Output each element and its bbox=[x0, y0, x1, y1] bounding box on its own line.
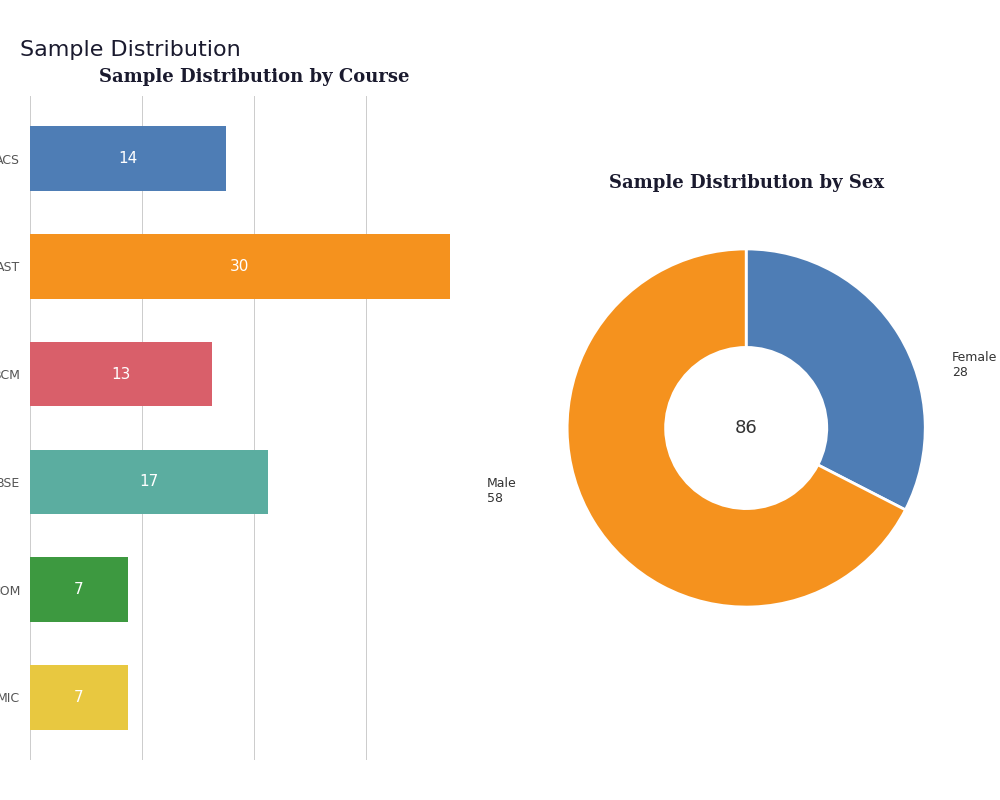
Text: 86: 86 bbox=[735, 419, 758, 437]
Title: Sample Distribution by Sex: Sample Distribution by Sex bbox=[609, 174, 884, 191]
Text: 13: 13 bbox=[111, 366, 131, 382]
Bar bbox=[30, 342, 212, 406]
Title: Sample Distribution by Course: Sample Distribution by Course bbox=[99, 68, 409, 86]
Text: 14: 14 bbox=[118, 151, 138, 166]
Text: Male
58: Male 58 bbox=[487, 477, 516, 505]
Wedge shape bbox=[567, 249, 905, 607]
Bar bbox=[30, 234, 450, 298]
Text: Sample Distribution: Sample Distribution bbox=[20, 40, 241, 60]
Bar bbox=[30, 558, 128, 622]
Text: 7: 7 bbox=[74, 582, 84, 597]
Text: 17: 17 bbox=[139, 474, 159, 490]
Text: 30: 30 bbox=[230, 259, 250, 274]
Text: 7: 7 bbox=[74, 690, 84, 705]
Bar bbox=[30, 665, 128, 730]
Text: Female
28: Female 28 bbox=[952, 351, 997, 379]
Wedge shape bbox=[746, 249, 925, 510]
Bar bbox=[30, 450, 268, 514]
Bar bbox=[30, 126, 226, 191]
